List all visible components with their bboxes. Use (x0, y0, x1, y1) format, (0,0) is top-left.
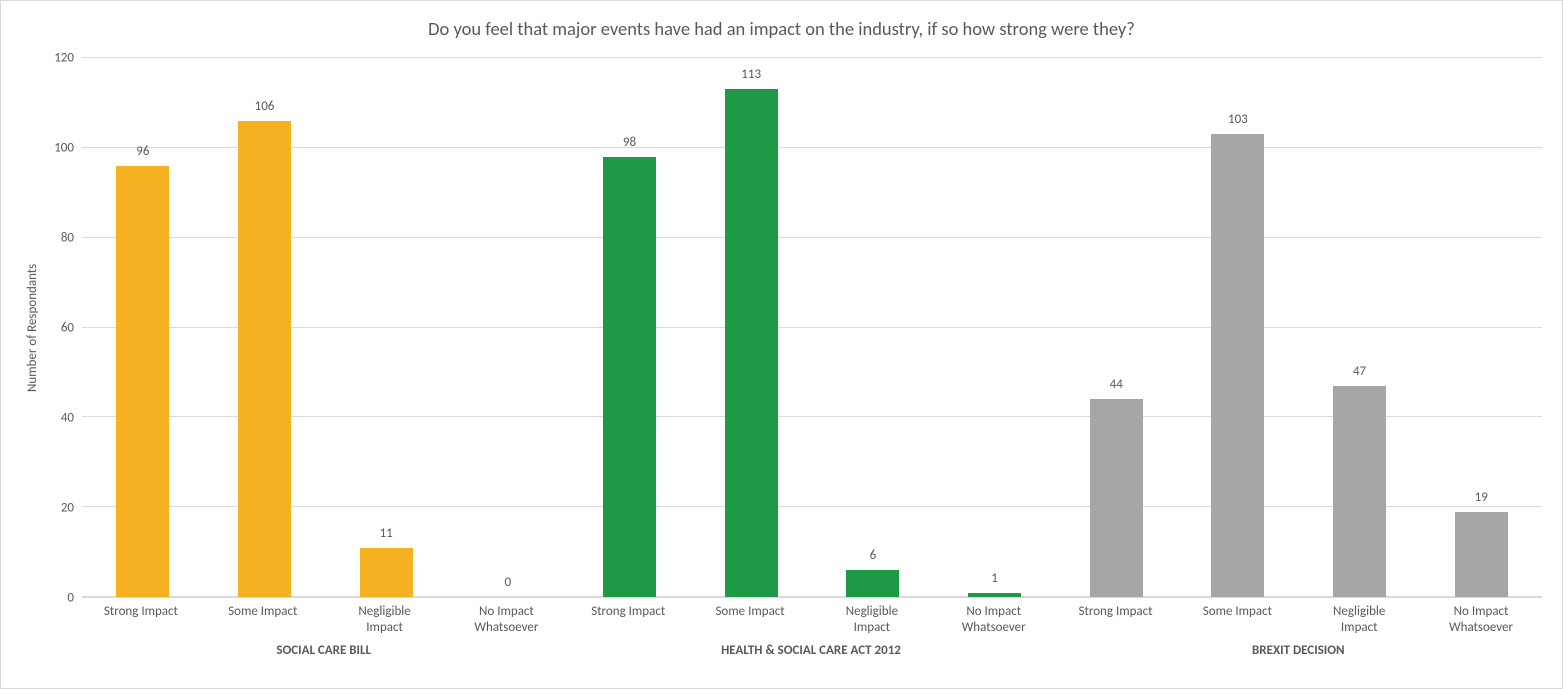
x-category-label: Strong Impact (1055, 598, 1177, 635)
y-axis-ticks: 020406080100120 (44, 58, 82, 598)
bar: 98 (603, 157, 656, 597)
x-category-label: NegligibleImpact (811, 598, 933, 635)
bar-value-label: 113 (741, 67, 761, 82)
x-group-label: SOCIAL CARE BILL (80, 643, 567, 658)
bar-slot: 96 (82, 58, 204, 597)
x-category-label: Some Impact (689, 598, 811, 635)
chart-container: Do you feel that major events have had a… (0, 0, 1563, 689)
bar-slot: 6 (812, 58, 934, 597)
bar-slot: 19 (1420, 58, 1542, 597)
bar: 103 (1211, 134, 1264, 597)
y-tick: 80 (61, 231, 74, 246)
bar-value-label: 106 (255, 99, 275, 114)
bar-slot: 113 (690, 58, 812, 597)
bar-slot: 47 (1299, 58, 1421, 597)
bar-value-label: 6 (870, 548, 877, 563)
bar-value-label: 96 (136, 144, 149, 159)
x-group-label: BREXIT DECISION (1055, 643, 1542, 658)
plot-area: 96 106 11 0 98 113 6 1 44 103 47 19 (82, 58, 1542, 598)
bar-value-label: 103 (1228, 112, 1248, 127)
x-category-label: NegligibleImpact (324, 598, 446, 635)
bar-value-label: 98 (623, 135, 636, 150)
x-group-labels-row: SOCIAL CARE BILLHEALTH & SOCIAL CARE ACT… (80, 643, 1542, 658)
y-axis-label: Number of Respondants (21, 58, 44, 598)
bar-slot: 11 (325, 58, 447, 597)
x-category-label: No ImpactWhatsoever (445, 598, 567, 635)
bar: 47 (1333, 386, 1386, 597)
bar: 96 (116, 166, 169, 597)
bar: 11 (360, 548, 413, 597)
bar: 1 (968, 593, 1021, 597)
x-category-label: Strong Impact (80, 598, 202, 635)
bar-value-label: 1 (991, 571, 998, 586)
bars-layer: 96 106 11 0 98 113 6 1 44 103 47 19 (82, 58, 1542, 597)
y-tick: 40 (61, 411, 74, 426)
x-axis: Strong ImpactSome ImpactNegligibleImpact… (80, 598, 1542, 686)
bar-value-label: 44 (1110, 377, 1123, 392)
bar: 113 (725, 89, 778, 597)
y-tick: 60 (61, 321, 74, 336)
x-category-label: Some Impact (202, 598, 324, 635)
bar-value-label: 47 (1353, 364, 1366, 379)
bar-slot: 103 (1177, 58, 1299, 597)
bar: 44 (1090, 399, 1143, 597)
chart-title: Do you feel that major events have had a… (21, 17, 1542, 40)
x-category-label: No ImpactWhatsoever (933, 598, 1055, 635)
bar-value-label: 0 (505, 575, 512, 590)
bar-slot: 106 (204, 58, 326, 597)
chart-body: Number of Respondants 020406080100120 96… (21, 58, 1542, 598)
bar-value-label: 11 (380, 526, 393, 541)
bar: 19 (1455, 512, 1508, 597)
x-category-label: No ImpactWhatsoever (1420, 598, 1542, 635)
bar: 106 (238, 121, 291, 597)
bar-slot: 44 (1055, 58, 1177, 597)
y-tick: 0 (67, 591, 74, 606)
bar-slot: 1 (934, 58, 1056, 597)
bar-slot: 0 (447, 58, 569, 597)
bar-slot: 98 (569, 58, 691, 597)
y-tick: 120 (54, 51, 74, 66)
y-tick: 20 (61, 501, 74, 516)
bar: 6 (846, 570, 899, 597)
bar-value-label: 19 (1475, 490, 1488, 505)
x-group-label: HEALTH & SOCIAL CARE ACT 2012 (567, 643, 1054, 658)
y-tick: 100 (54, 141, 74, 156)
x-category-label: NegligibleImpact (1298, 598, 1420, 635)
x-category-label: Some Impact (1176, 598, 1298, 635)
x-category-labels-row: Strong ImpactSome ImpactNegligibleImpact… (80, 598, 1542, 635)
x-category-label: Strong Impact (567, 598, 689, 635)
